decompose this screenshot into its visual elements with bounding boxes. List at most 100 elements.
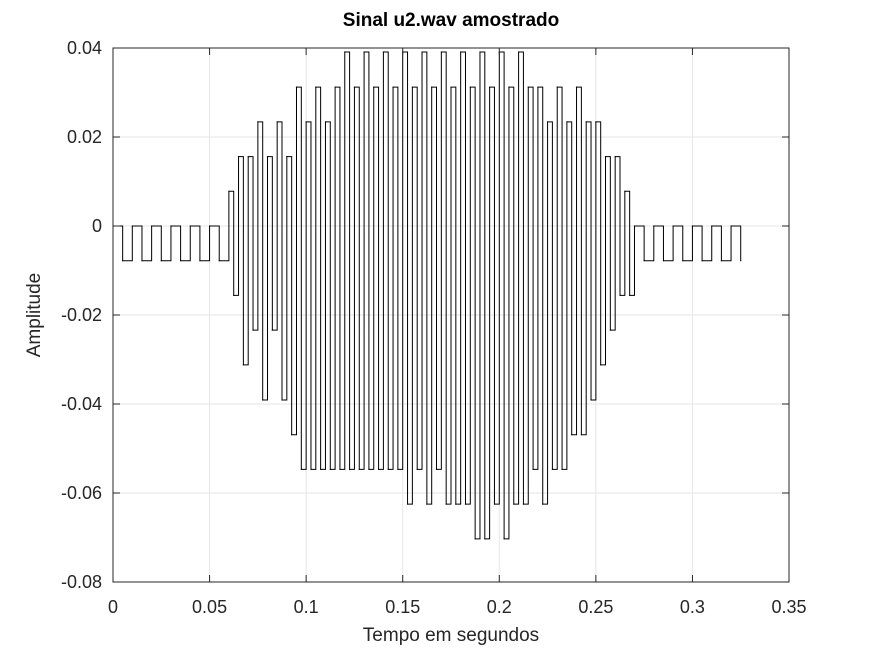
data-point [508, 86, 510, 88]
data-point [363, 51, 365, 53]
x-tick-label: 0.05 [192, 597, 227, 617]
data-point [474, 538, 476, 540]
data-point [305, 121, 307, 123]
y-tick-label: 0.02 [67, 127, 102, 147]
data-point [334, 86, 336, 88]
data-point [310, 468, 312, 471]
data-point [426, 503, 428, 505]
data-point [629, 294, 631, 297]
data-point [131, 225, 133, 227]
data-point [537, 86, 539, 88]
data-point [344, 51, 346, 53]
data-point [609, 329, 611, 331]
data-point [281, 399, 283, 401]
data-point [397, 468, 399, 471]
data-point [604, 155, 607, 158]
data-point [653, 225, 655, 227]
data-point [170, 225, 172, 227]
y-tick-label: -0.04 [61, 394, 102, 414]
data-point [252, 329, 254, 331]
data-point [368, 468, 370, 471]
data-point [180, 260, 182, 262]
y-tick-label: -0.02 [61, 305, 102, 325]
data-point [740, 260, 742, 262]
data-point [295, 86, 298, 88]
data-point [320, 468, 322, 471]
data-point [266, 155, 269, 158]
data-point [122, 260, 124, 262]
data-point [691, 225, 694, 227]
data-point [624, 190, 626, 192]
data-point [556, 86, 558, 88]
data-point [575, 86, 578, 88]
data-point [228, 190, 230, 192]
y-tick-label: -0.06 [61, 483, 102, 503]
data-point [329, 468, 331, 471]
data-point [435, 468, 438, 471]
chart-title: Sinal u2.wav amostrado [343, 10, 559, 31]
data-point [672, 225, 674, 227]
data-point [392, 86, 394, 88]
data-point [518, 51, 520, 53]
data-point [160, 260, 162, 262]
data-point [479, 51, 481, 53]
data-point [286, 155, 288, 158]
data-point [701, 260, 703, 262]
data-point [199, 260, 201, 262]
data-point [730, 225, 732, 227]
data-point [233, 294, 235, 297]
x-tick-label: 0 [108, 597, 118, 617]
data-point [382, 51, 384, 53]
data-point [262, 399, 264, 401]
data-point [711, 225, 713, 227]
data-point [633, 225, 636, 227]
data-point [406, 503, 409, 505]
data-point [416, 468, 418, 471]
data-point [373, 86, 375, 88]
data-point [208, 225, 211, 227]
data-point [455, 503, 457, 505]
data-point [682, 260, 684, 262]
data-point [600, 364, 602, 366]
data-point [484, 538, 486, 540]
data-point [532, 468, 534, 471]
data-point [720, 260, 723, 262]
data-point [619, 294, 621, 297]
data-point [151, 225, 153, 227]
data-point [411, 86, 413, 88]
y-axis-label: Amplitude [24, 273, 45, 358]
data-point [460, 51, 462, 53]
data-point [585, 121, 587, 123]
x-tick-label: 0.2 [487, 597, 512, 617]
series-line-0 [113, 51, 742, 540]
data-point [431, 86, 433, 88]
x-tick-label: 0.1 [294, 597, 319, 617]
data-point [141, 260, 143, 262]
data-point [643, 260, 645, 262]
data-point [469, 86, 471, 88]
data-point [551, 468, 554, 471]
data-point [291, 434, 293, 436]
data-point [440, 51, 442, 53]
x-tick-label: 0.15 [385, 597, 420, 617]
y-tick-label: 0.04 [67, 38, 102, 58]
data-point [662, 260, 665, 262]
data-point [271, 329, 273, 331]
data-point [546, 121, 549, 123]
data-point [189, 225, 191, 227]
data-point [349, 468, 351, 471]
data-point [445, 503, 447, 505]
data-point [595, 121, 597, 123]
data-point [513, 503, 515, 505]
data-point [493, 503, 496, 505]
data-point [387, 468, 389, 471]
plot-area [112, 51, 742, 540]
x-tick-label: 0.35 [771, 597, 806, 617]
data-point [324, 121, 327, 123]
data-point [237, 155, 240, 158]
data-point [542, 503, 544, 505]
data-point [614, 155, 616, 158]
